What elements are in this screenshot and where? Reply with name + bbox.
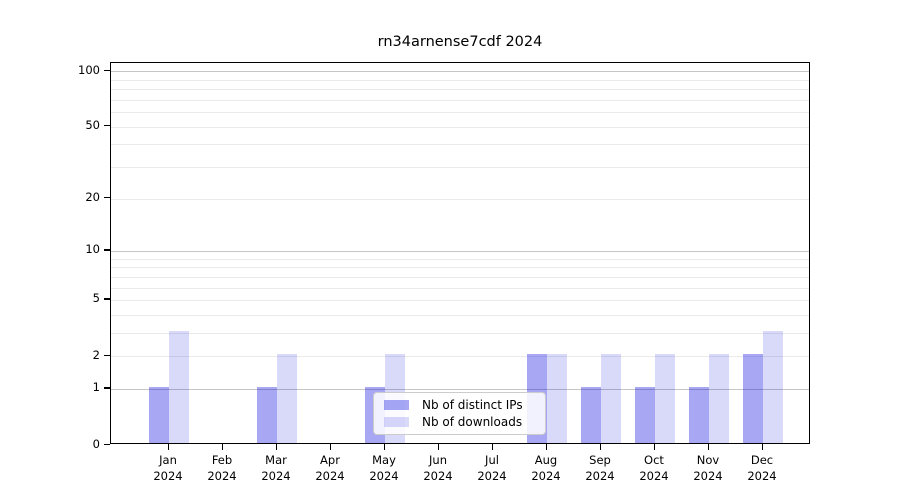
x-tick — [437, 444, 439, 450]
chart-title: rn34arnense7cdf 2024 — [377, 34, 543, 50]
y-tick-label: 0 — [92, 436, 100, 451]
x-tick-label: Aug 2024 — [531, 453, 561, 483]
x-tick — [545, 444, 547, 450]
x-tick — [221, 444, 223, 450]
bar-downloads — [709, 354, 729, 443]
y-gridline-minor — [111, 276, 809, 278]
y-gridline-minor — [111, 332, 809, 334]
x-tick-label: Jan 2024 — [153, 453, 183, 483]
bar-downloads — [277, 354, 297, 443]
legend-swatch-distinct-ips — [384, 400, 409, 410]
y-gridline-minor — [111, 198, 809, 200]
x-tick — [383, 444, 385, 450]
y-tick — [104, 197, 110, 199]
y-gridline-minor — [111, 267, 809, 269]
y-gridline-minor — [111, 299, 809, 301]
y-tick — [104, 249, 110, 251]
x-tick — [653, 444, 655, 450]
y-gridline-minor — [111, 89, 809, 91]
y-tick — [104, 354, 110, 356]
legend-item-downloads: Nb of downloads — [384, 415, 545, 429]
bar-downloads — [169, 330, 189, 443]
y-gridline-minor — [111, 167, 809, 168]
x-tick-label: Apr 2024 — [315, 453, 345, 483]
y-tick-label: 2 — [92, 347, 100, 362]
y-gridline-major — [111, 250, 809, 252]
y-tick — [104, 443, 110, 445]
bar-distinct-ips — [689, 386, 709, 443]
y-gridline-minor — [111, 126, 809, 128]
y-tick-label: 1 — [92, 380, 100, 395]
x-tick-label: Nov 2024 — [693, 453, 723, 483]
y-gridline-minor — [111, 258, 809, 260]
y-gridline-minor — [111, 287, 809, 289]
legend-item-distinct-ips: Nb of distinct IPs — [384, 398, 545, 412]
x-tick-label: Jun 2024 — [423, 453, 453, 483]
y-tick — [104, 387, 110, 389]
x-tick — [599, 444, 601, 450]
x-tick — [167, 444, 169, 450]
y-gridline-minor — [111, 112, 809, 114]
x-tick-label: Feb 2024 — [207, 453, 237, 483]
bar-distinct-ips — [635, 386, 655, 443]
y-gridline-minor — [111, 144, 809, 146]
bar-distinct-ips — [149, 386, 169, 443]
x-tick-label: Oct 2024 — [639, 453, 669, 483]
y-gridline-minor — [111, 356, 809, 358]
bar-distinct-ips — [581, 386, 601, 443]
y-tick-label: 20 — [85, 190, 100, 204]
y-gridline-minor — [111, 314, 809, 316]
bar-downloads — [655, 354, 675, 443]
plot-area — [110, 62, 810, 444]
y-tick-label: 100 — [78, 62, 100, 77]
y-tick — [104, 69, 110, 72]
y-tick-label: 10 — [85, 242, 100, 257]
x-tick — [491, 444, 493, 450]
x-tick — [329, 444, 331, 450]
x-tick-label: Jul 2024 — [477, 453, 507, 483]
y-tick — [104, 298, 110, 300]
x-tick-label: Mar 2024 — [261, 453, 291, 483]
bar-downloads — [763, 330, 783, 443]
x-tick-label: May 2024 — [369, 453, 399, 483]
y-gridline-major — [111, 388, 809, 390]
bar-distinct-ips — [257, 386, 277, 443]
bar-downloads — [601, 354, 621, 443]
legend: Nb of distinct IPs Nb of downloads — [373, 392, 546, 435]
legend-swatch-downloads — [384, 417, 409, 427]
x-tick-label: Sep 2024 — [585, 453, 615, 483]
x-tick — [707, 444, 709, 450]
legend-label-downloads: Nb of downloads — [422, 415, 523, 429]
y-tick-label: 50 — [85, 118, 100, 133]
x-tick-label: Dec 2024 — [747, 453, 777, 483]
x-tick — [275, 444, 277, 450]
y-tick-label: 5 — [92, 291, 100, 306]
bar-downloads — [547, 354, 567, 443]
x-tick — [761, 444, 763, 450]
y-gridline-major — [111, 71, 809, 73]
bar-distinct-ips — [743, 354, 763, 443]
y-gridline-minor — [111, 99, 809, 101]
y-gridline-minor — [111, 79, 809, 81]
legend-label-distinct-ips: Nb of distinct IPs — [422, 398, 523, 412]
y-tick — [104, 125, 110, 127]
